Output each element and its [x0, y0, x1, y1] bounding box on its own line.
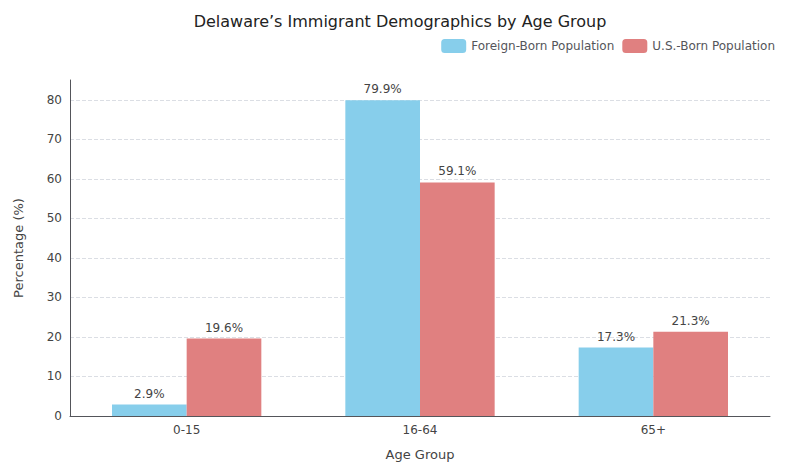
svg-text:Foreign-Born Population: Foreign-Born Population — [471, 39, 614, 53]
svg-text:20: 20 — [47, 330, 62, 344]
svg-text:17.3%: 17.3% — [597, 330, 635, 344]
svg-text:Percentage (%): Percentage (%) — [11, 198, 26, 298]
svg-text:Delaware’s Immigrant Demograph: Delaware’s Immigrant Demographics by Age… — [194, 12, 607, 31]
svg-text:10: 10 — [47, 369, 62, 383]
svg-text:2.9%: 2.9% — [134, 387, 165, 401]
svg-text:70: 70 — [47, 132, 62, 146]
svg-text:19.6%: 19.6% — [205, 321, 243, 335]
svg-text:50: 50 — [47, 211, 62, 225]
svg-text:59.1%: 59.1% — [438, 164, 476, 178]
svg-text:80: 80 — [47, 93, 62, 107]
svg-text:16-64: 16-64 — [403, 423, 438, 437]
svg-text:U.S.-Born Population: U.S.-Born Population — [652, 39, 775, 53]
svg-text:60: 60 — [47, 172, 62, 186]
svg-text:21.3%: 21.3% — [672, 314, 710, 328]
svg-text:0: 0 — [54, 409, 62, 423]
svg-text:65+: 65+ — [641, 423, 666, 437]
svg-text:30: 30 — [47, 290, 62, 304]
svg-text:0-15: 0-15 — [173, 423, 200, 437]
svg-text:40: 40 — [47, 251, 62, 265]
svg-text:79.9%: 79.9% — [364, 82, 402, 96]
svg-text:Age Group: Age Group — [386, 447, 455, 462]
